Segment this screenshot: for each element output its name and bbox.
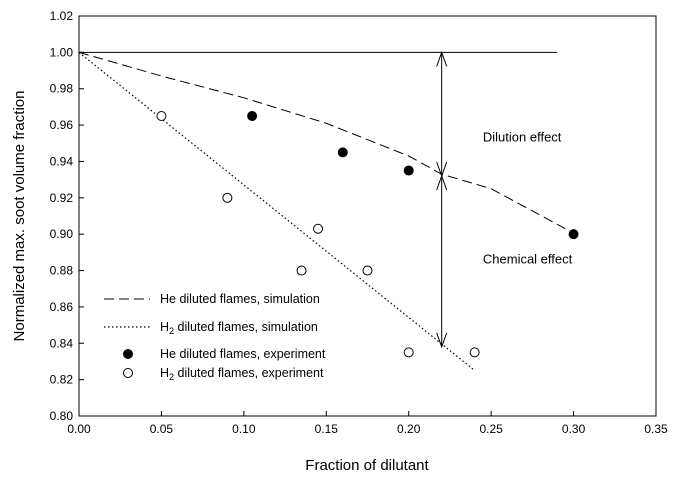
y-tick-label: 0.92 — [50, 191, 74, 205]
legend-marker-h2-exp — [123, 368, 133, 378]
x-axis-title: Fraction of dilutant — [305, 457, 429, 474]
h2-experiment-point — [469, 347, 480, 358]
y-tick-label: 0.86 — [50, 300, 74, 314]
dilution-effect-label: Dilution effect — [483, 129, 562, 144]
x-tick-label: 0.10 — [232, 422, 256, 436]
y-tick-label: 0.88 — [50, 264, 74, 278]
x-tick-label: 0.20 — [397, 422, 421, 436]
he-experiment-point — [247, 111, 258, 121]
legend-label-he-exp: He diluted flames, experiment — [160, 347, 326, 361]
x-axis: 0.00 0.05 0.10 0.15 0.20 0.25 0.30 0.35 — [67, 411, 668, 436]
he-experiment-point — [403, 165, 414, 176]
x-tick-label: 0.05 — [150, 422, 174, 436]
he-experiment-point — [568, 229, 579, 240]
h2-experiment-point — [156, 111, 167, 121]
legend-marker-he-exp — [123, 349, 133, 359]
chemical-effect-label: Chemical effect — [483, 251, 573, 266]
y-tick-label: 0.80 — [50, 409, 74, 423]
y-tick-label: 1.02 — [50, 9, 74, 23]
x-tick-label: 0.15 — [315, 422, 339, 436]
x-tick-label: 0.25 — [479, 422, 503, 436]
h2-experiment-point — [313, 223, 324, 234]
legend-label-h2-exp: H2 diluted flames, experiment — [160, 366, 324, 382]
chemical-arrow-head-top — [436, 174, 448, 191]
annotation-layer: Dilution effect Chemical effect — [436, 50, 573, 349]
he-experiment-point — [337, 147, 348, 158]
h2-experiment-point — [362, 265, 373, 276]
y-tick-label: 0.98 — [50, 82, 74, 96]
dilution-arrow-head-top — [436, 50, 448, 67]
x-tick-label: 0.35 — [644, 422, 668, 436]
h2-experiment-point — [222, 192, 233, 203]
h2-experiment-point — [296, 265, 307, 276]
legend-label-he-sim: He diluted flames, simulation — [160, 292, 320, 306]
legend: He diluted flames, simulation H2 diluted… — [104, 292, 326, 382]
plot-frame — [78, 15, 657, 417]
y-axis: 0.80 0.82 0.84 0.86 0.88 0.90 0.92 0.94 0.96 0.98… — [50, 9, 84, 423]
h2-experiment-point — [403, 347, 414, 358]
y-tick-label: 0.94 — [50, 154, 74, 168]
y-tick-label: 0.96 — [50, 118, 74, 132]
chemical-arrow-head-bottom — [436, 332, 448, 349]
y-tick-label: 0.82 — [50, 373, 74, 387]
x-tick-label: 0.00 — [67, 422, 91, 436]
y-tick-label: 1.00 — [50, 45, 74, 59]
series-layer — [78, 51, 579, 371]
series-line-0 — [78, 51, 566, 230]
series-line-1 — [78, 51, 476, 371]
y-tick-label: 0.84 — [50, 336, 74, 350]
x-tick-label: 0.30 — [562, 422, 586, 436]
legend-label-h2-sim: H2 diluted flames, simulation — [160, 320, 318, 336]
y-tick-label: 0.90 — [50, 227, 74, 241]
y-axis-title: Normalized max. soot volume fraction — [11, 91, 28, 342]
